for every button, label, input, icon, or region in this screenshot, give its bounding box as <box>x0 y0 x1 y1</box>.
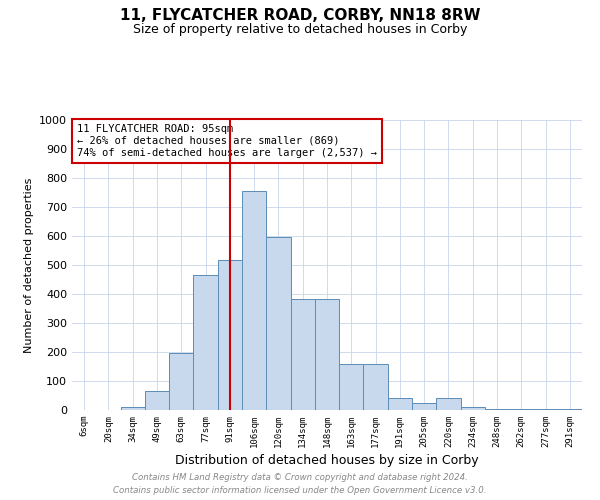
Bar <box>266 238 290 410</box>
Bar <box>364 364 388 410</box>
Text: Contains public sector information licensed under the Open Government Licence v3: Contains public sector information licen… <box>113 486 487 495</box>
Bar <box>436 398 461 410</box>
Bar <box>290 299 315 410</box>
Bar <box>218 260 242 410</box>
Bar <box>509 408 533 410</box>
Bar <box>485 408 509 410</box>
Text: Size of property relative to detached houses in Corby: Size of property relative to detached ho… <box>133 22 467 36</box>
Bar <box>121 407 145 410</box>
Bar <box>558 408 582 410</box>
Text: 11 FLYCATCHER ROAD: 95sqm
← 26% of detached houses are smaller (869)
74% of semi: 11 FLYCATCHER ROAD: 95sqm ← 26% of detac… <box>77 124 377 158</box>
Bar <box>193 274 218 410</box>
Text: 11, FLYCATCHER ROAD, CORBY, NN18 8RW: 11, FLYCATCHER ROAD, CORBY, NN18 8RW <box>120 8 480 22</box>
Bar <box>533 408 558 410</box>
Text: Contains HM Land Registry data © Crown copyright and database right 2024.: Contains HM Land Registry data © Crown c… <box>132 472 468 482</box>
Bar <box>169 354 193 410</box>
Bar <box>315 299 339 410</box>
X-axis label: Distribution of detached houses by size in Corby: Distribution of detached houses by size … <box>175 454 479 467</box>
Bar <box>461 407 485 410</box>
Bar <box>388 398 412 410</box>
Bar <box>145 391 169 410</box>
Bar <box>242 191 266 410</box>
Bar <box>412 403 436 410</box>
Y-axis label: Number of detached properties: Number of detached properties <box>23 178 34 352</box>
Bar <box>339 364 364 410</box>
